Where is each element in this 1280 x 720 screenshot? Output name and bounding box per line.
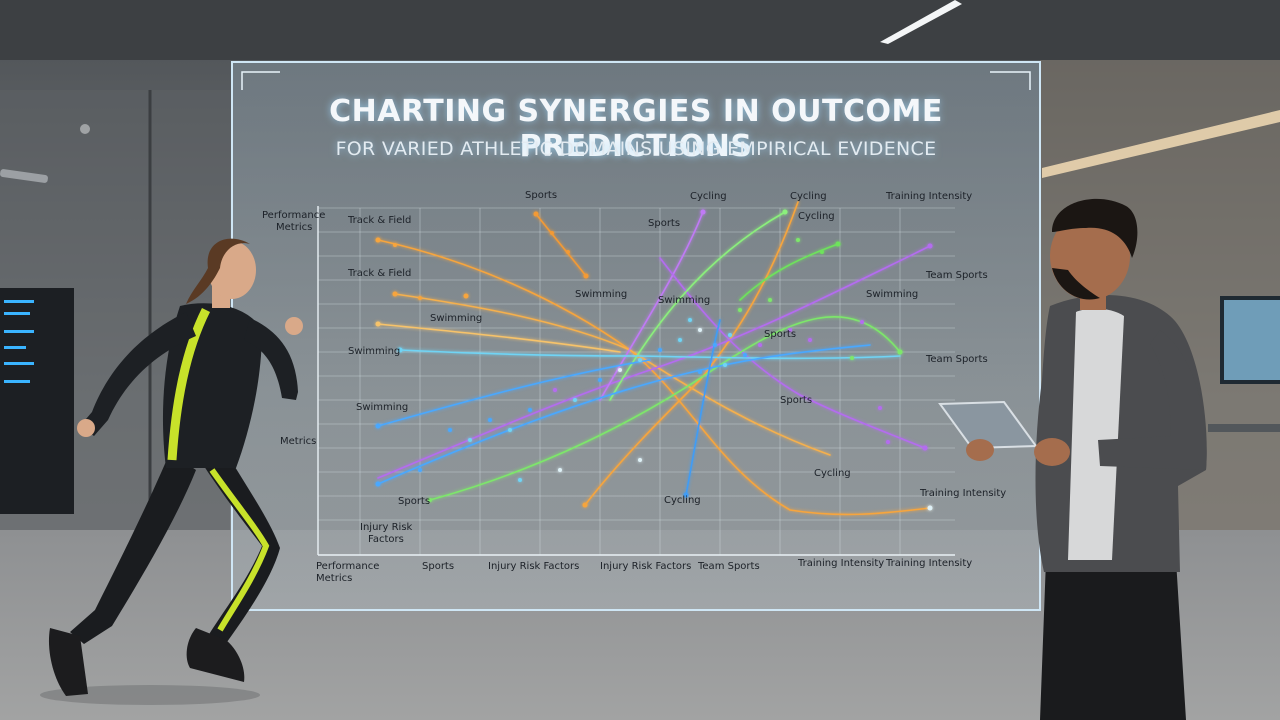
purple-curve-1	[377, 245, 931, 479]
y-label-track-field-2: Track & Field	[347, 268, 411, 279]
desk	[1208, 424, 1280, 432]
coach-pants	[1040, 560, 1186, 720]
purple-curve-3	[659, 257, 926, 449]
coach-hand-left	[966, 439, 994, 461]
blue-curve-1	[377, 344, 871, 485]
x-label-team-sports: Team Sports	[697, 561, 760, 572]
server-rack	[0, 288, 74, 514]
coach-beard	[1052, 268, 1100, 300]
y-label-swimming-1: Swimming	[348, 346, 400, 357]
coach-arm	[1098, 330, 1207, 470]
y-label-injury-risk: Injury Risk	[360, 522, 413, 533]
x-label-training-intensity-1: Training Intensity	[797, 558, 884, 569]
data-curves	[377, 201, 931, 516]
chart-grid	[318, 207, 955, 555]
inner-label-cycling-1: Cycling	[664, 495, 701, 506]
inner-label-sports-3: Sports	[780, 395, 812, 406]
inner-label-cycling-2: Cycling	[814, 468, 851, 479]
x-label-metrics: Metrics	[316, 573, 352, 584]
x-label-injury-risk-1: Injury Risk Factors	[488, 561, 579, 572]
y-label-swimming-2: Swimming	[356, 402, 408, 413]
orange-curve-3	[377, 323, 621, 353]
orange-curve-4	[535, 213, 587, 277]
inner-label-training-intensity: Training Intensity	[919, 488, 1006, 499]
green-curve-2	[609, 211, 786, 401]
orange-curve-1	[377, 239, 931, 516]
ceiling-light	[880, 0, 962, 44]
coach-hair	[1052, 198, 1138, 258]
runner-hand-front	[285, 317, 303, 335]
inner-label-swimming-2: Swimming	[575, 289, 627, 300]
y-label-performance: Performance	[262, 210, 325, 221]
runner-shoe-front	[186, 628, 245, 682]
inner-label-swimming-3: Swimming	[658, 295, 710, 306]
hologram-subtitle: FOR VARIED ATHLETIC DOMAINS USING EMPIRI…	[335, 138, 937, 160]
y-label-metrics-2: Metrics	[280, 436, 316, 447]
orange-curve-5	[584, 201, 799, 506]
runner-torso-stripe	[167, 307, 211, 461]
athlete-runner	[40, 238, 303, 705]
inner-label-sports-2: Sports	[764, 329, 796, 340]
top-label-sports-2: Sports	[648, 218, 680, 229]
y-label-factors: Factors	[368, 534, 404, 545]
coach-hand	[1034, 438, 1070, 466]
top-label-cycling-1: Cycling	[690, 191, 727, 202]
chart-labels: Performance Metrics Track & Field Track …	[262, 190, 1006, 584]
runner-leg-stripe	[209, 468, 270, 632]
panel-corner-tl	[241, 71, 280, 90]
runner-back-leg	[70, 452, 196, 644]
x-label-training-intensity-2: Training Intensity	[885, 558, 972, 569]
right-wall-light	[1042, 110, 1280, 178]
runner-back-arm	[80, 312, 196, 436]
inner-label-sports: Sports	[398, 496, 430, 507]
y-label-track-field-1: Track & Field	[347, 215, 411, 226]
inner-label-team-sports-1: Team Sports	[925, 270, 988, 281]
cyan-curve-1	[399, 349, 901, 360]
inner-label-team-sports-2: Team Sports	[925, 354, 988, 365]
top-label-training-intensity: Training Intensity	[885, 191, 972, 202]
x-label-injury-risk-2: Injury Risk Factors	[600, 561, 691, 572]
ceiling	[0, 0, 1280, 60]
top-label-cycling-2: Cycling	[790, 191, 827, 202]
inner-label-swimming-4: Swimming	[866, 289, 918, 300]
top-label-sports: Sports	[525, 190, 557, 201]
coach	[938, 198, 1207, 720]
runner-shoe-back	[48, 628, 88, 696]
inner-label-swimming-1: Swimming	[430, 313, 482, 324]
scatter-points	[375, 209, 933, 511]
hologram-panel	[231, 61, 1041, 611]
runner-front-arm	[244, 318, 298, 400]
server-lights	[4, 300, 34, 383]
top-label-cycling-3: Cycling	[798, 211, 835, 222]
purple-curve-2	[599, 211, 704, 401]
wall-monitor-screen	[1224, 300, 1280, 380]
blue-curve-2	[685, 319, 721, 496]
x-label-performance: Performance	[316, 561, 379, 572]
coach-shirt	[1068, 308, 1124, 560]
hologram-title: CHARTING SYNERGIES IN OUTCOME PREDICTION…	[329, 94, 943, 164]
x-label-sports: Sports	[422, 561, 454, 572]
runner-shadow	[40, 685, 260, 705]
runner-hair	[186, 238, 250, 304]
cyan-curve-2	[377, 359, 651, 427]
runner-hand-back	[77, 419, 95, 437]
green-curve-3	[739, 243, 839, 301]
panel-corner-tr	[990, 71, 1031, 90]
y-label-metrics: Metrics	[276, 222, 312, 233]
